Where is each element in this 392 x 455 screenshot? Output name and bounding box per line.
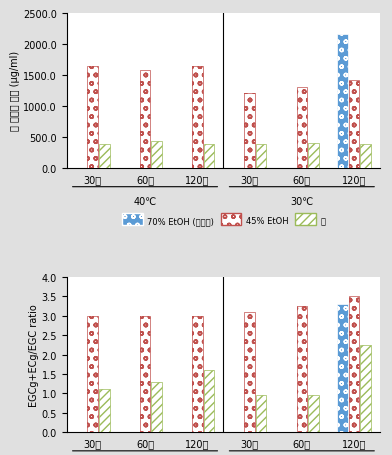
- Bar: [140, 71, 150, 169]
- Bar: [140, 316, 150, 432]
- Bar: [87, 316, 98, 432]
- Bar: [349, 81, 359, 169]
- Bar: [140, 71, 150, 169]
- Bar: [256, 145, 266, 169]
- Bar: [244, 94, 255, 169]
- Y-axis label: EGCg+ECg/EGC ratio: EGCg+ECg/EGC ratio: [29, 303, 39, 406]
- Bar: [297, 88, 307, 169]
- Bar: [99, 145, 109, 169]
- Bar: [203, 370, 214, 432]
- Bar: [192, 66, 203, 169]
- Bar: [349, 297, 359, 432]
- Bar: [140, 316, 150, 432]
- Bar: [297, 88, 307, 169]
- Bar: [203, 145, 214, 169]
- Y-axis label: 좀 카테킨 함량 (μg/ml): 좀 카테킨 함량 (μg/ml): [10, 51, 20, 131]
- Bar: [308, 143, 319, 169]
- Bar: [297, 306, 307, 432]
- Bar: [87, 316, 98, 432]
- Bar: [360, 345, 371, 432]
- Bar: [338, 304, 348, 432]
- Bar: [87, 66, 98, 169]
- Legend: 70% EtOH (대조군), 45% EtOH, 물: 70% EtOH (대조군), 45% EtOH, 물: [116, 207, 331, 232]
- Bar: [360, 145, 371, 169]
- Bar: [244, 312, 255, 432]
- Bar: [349, 81, 359, 169]
- Bar: [256, 394, 266, 432]
- Bar: [244, 94, 255, 169]
- Bar: [87, 66, 98, 169]
- Bar: [151, 382, 162, 432]
- Bar: [244, 312, 255, 432]
- Bar: [192, 66, 203, 169]
- Text: 40℃: 40℃: [133, 197, 157, 207]
- Bar: [338, 35, 348, 169]
- Bar: [192, 316, 203, 432]
- Bar: [308, 394, 319, 432]
- Bar: [349, 297, 359, 432]
- Bar: [151, 142, 162, 169]
- Bar: [297, 306, 307, 432]
- Bar: [99, 389, 109, 432]
- Bar: [192, 316, 203, 432]
- Text: 30℃: 30℃: [290, 197, 314, 207]
